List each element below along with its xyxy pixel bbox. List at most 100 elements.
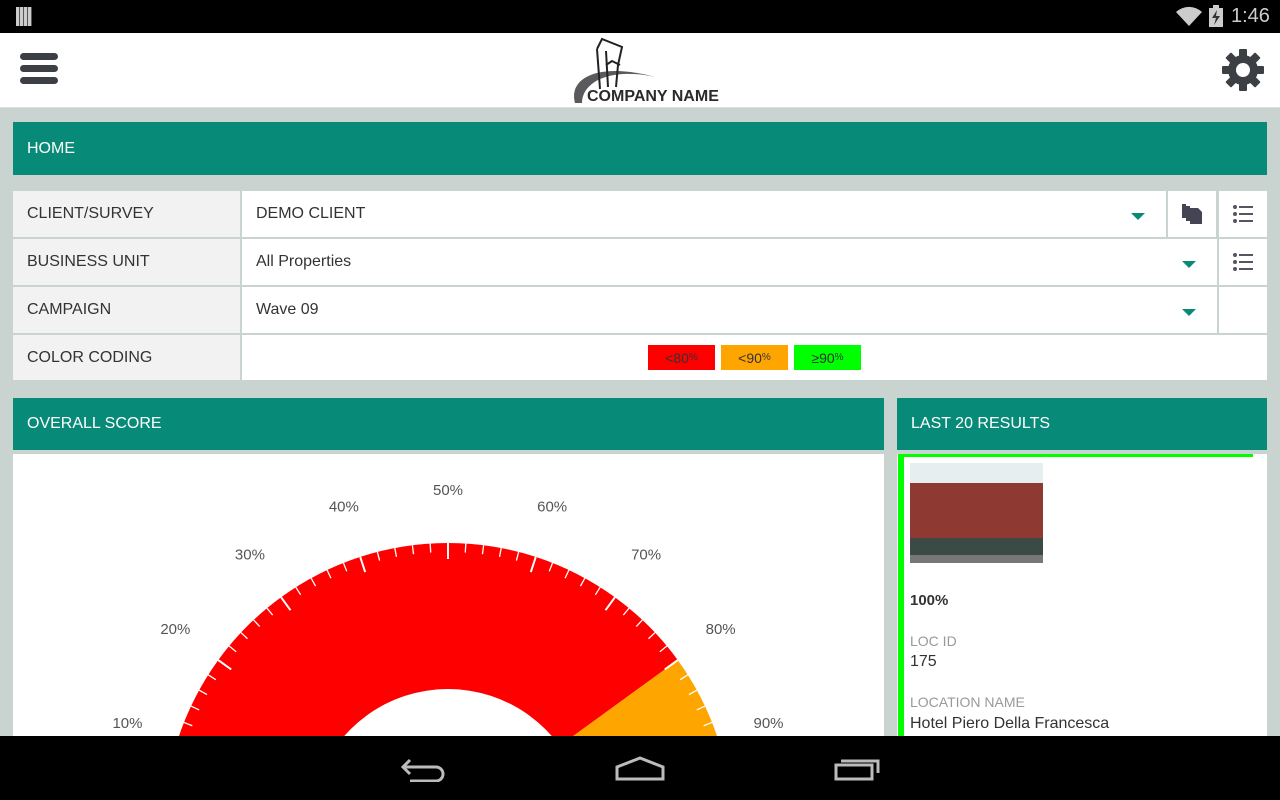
empty-cell	[1219, 287, 1267, 333]
result-card[interactable]: 100% LOC ID 175 LOCATION NAME Hotel Pier…	[898, 454, 1253, 744]
last-results-title: LAST 20 RESULTS	[911, 415, 1051, 432]
result-score: 100%	[910, 592, 949, 609]
gauge-minor-tick	[253, 619, 261, 627]
gauge-minor-tick	[190, 705, 200, 711]
gauge-minor-tick	[411, 545, 415, 555]
company-logo: COMPANY NAME	[570, 37, 719, 107]
gauge-minor-tick	[696, 705, 706, 711]
gauge-minor-tick	[198, 689, 208, 696]
gauge-minor-tick	[622, 607, 630, 616]
location-name-value: Hotel Piero Della Francesca	[910, 715, 1110, 732]
gauge-major-tick	[359, 556, 367, 573]
status-bar: 1:46	[0, 0, 1280, 33]
battery-charging-icon	[1209, 5, 1223, 27]
barcode-icon	[16, 7, 32, 26]
gauge-minor-tick	[481, 545, 485, 555]
chevron-down-icon	[1131, 213, 1145, 220]
gauge-tick-label: 90%	[753, 715, 783, 732]
gauge-minor-tick	[295, 586, 302, 596]
campaign-label: CAMPAIGN	[13, 287, 240, 333]
loc-id-value: 175	[910, 653, 937, 670]
gauge-minor-tick	[688, 689, 698, 696]
gauge-minor-tick	[228, 645, 237, 653]
copy-button[interactable]	[1168, 191, 1216, 237]
gauge-minor-tick	[579, 577, 586, 587]
gauge-tick-label: 20%	[160, 621, 190, 638]
overall-score-panel: 10% 20% 30% 40% 50% 60% 70% 80% 90%	[13, 454, 884, 744]
business-unit-label: BUSINESS UNIT	[13, 239, 240, 285]
gauge-tick-label: 60%	[537, 498, 567, 515]
gauge-minor-tick	[464, 543, 467, 553]
hamburger-menu-icon[interactable]	[20, 53, 58, 89]
gauge-minor-tick	[394, 547, 398, 557]
gauge-minor-tick	[266, 607, 274, 616]
gauge-minor-tick	[548, 562, 554, 572]
gauge-major-tick	[664, 659, 679, 671]
list-icon	[1233, 205, 1253, 223]
gauge-minor-tick	[240, 632, 248, 640]
chevron-down-icon	[1182, 261, 1196, 268]
business-unit-value: All Properties	[256, 253, 352, 270]
loc-id-label: LOC ID	[910, 633, 957, 649]
gauge-minor-tick	[342, 562, 348, 572]
campaign-select[interactable]: Wave 09	[242, 287, 1217, 333]
recent-apps-icon[interactable]	[833, 756, 883, 782]
overall-score-header: OVERALL SCORE	[13, 398, 884, 450]
gauge-minor-tick	[207, 674, 217, 681]
gauge-minor-tick	[594, 586, 601, 596]
color-coding-legend: <80% <90% ≥90%	[242, 335, 1267, 380]
gauge-tick-label: 40%	[329, 498, 359, 515]
gauge-band-0	[176, 543, 678, 744]
gauge-minor-tick	[564, 569, 570, 579]
home-title-bar: HOME	[13, 122, 1267, 175]
list-button[interactable]	[1219, 239, 1267, 285]
home-icon[interactable]	[615, 756, 665, 782]
gauge-major-tick	[217, 659, 232, 671]
page-title: HOME	[27, 139, 75, 157]
logo-text: COMPANY NAME	[587, 88, 719, 105]
gauge-minor-tick	[515, 551, 520, 561]
gauge-minor-tick	[659, 645, 668, 653]
gauge-minor-tick	[703, 721, 713, 727]
app-header: COMPANY NAME	[0, 33, 1280, 108]
business-unit-select[interactable]: All Properties	[242, 239, 1217, 285]
gauge-minor-tick	[376, 551, 381, 561]
score-gauge: 10% 20% 30% 40% 50% 60% 70% 80% 90%	[112, 482, 784, 744]
gauge-minor-tick	[326, 569, 332, 579]
chevron-down-icon	[1182, 309, 1196, 316]
badge-below-80: <80%	[648, 345, 715, 370]
list-icon	[1233, 253, 1253, 271]
gauge-minor-tick	[429, 543, 432, 553]
gauge-minor-tick	[679, 674, 689, 681]
navigation-bar	[0, 736, 1280, 800]
color-coding-label: COLOR CODING	[13, 335, 240, 380]
gauge-tick-label: 50%	[433, 482, 463, 499]
gauge-tick-label: 80%	[706, 621, 736, 638]
list-button[interactable]	[1219, 191, 1267, 237]
location-name-label: LOCATION NAME	[910, 694, 1025, 710]
gauge-tick-label: 70%	[631, 546, 661, 563]
gauge-minor-tick	[183, 721, 193, 727]
gauge-minor-tick	[498, 547, 502, 557]
copy-icon	[1182, 204, 1202, 224]
gear-icon[interactable]	[1222, 49, 1264, 91]
wifi-icon	[1176, 6, 1202, 26]
client-survey-value: DEMO CLIENT	[256, 205, 366, 222]
campaign-value: Wave 09	[256, 301, 319, 318]
gauge-major-tick	[280, 596, 292, 611]
badge-above-90: ≥90%	[794, 345, 861, 370]
gauge-band-1	[562, 660, 719, 744]
gauge-minor-tick	[635, 619, 643, 627]
gauge-minor-tick	[648, 632, 656, 640]
client-survey-select[interactable]: DEMO CLIENT	[242, 191, 1166, 237]
badge-below-90: <90%	[721, 345, 788, 370]
client-survey-label: CLIENT/SURVEY	[13, 191, 240, 237]
gauge-minor-tick	[310, 577, 317, 587]
gauge-major-tick	[604, 596, 616, 611]
clock: 1:46	[1231, 5, 1270, 27]
back-icon[interactable]	[400, 756, 448, 782]
gauge-tick-label: 10%	[112, 715, 142, 732]
last-results-panel: 100% LOC ID 175 LOCATION NAME Hotel Pier…	[897, 454, 1267, 744]
last-results-header: LAST 20 RESULTS	[897, 398, 1267, 450]
gauge-major-tick	[529, 556, 537, 573]
